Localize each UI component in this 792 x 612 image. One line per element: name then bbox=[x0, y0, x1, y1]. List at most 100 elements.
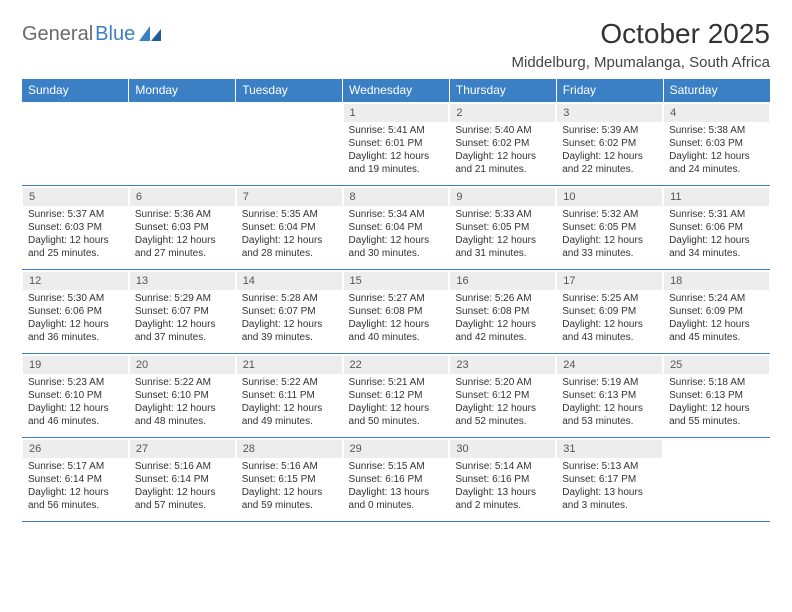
sunset-text: Sunset: 6:12 PM bbox=[349, 389, 444, 402]
sunrise-text: Sunrise: 5:29 AM bbox=[135, 292, 230, 305]
day-header: Thursday bbox=[449, 79, 556, 102]
sunset-text: Sunset: 6:11 PM bbox=[242, 389, 337, 402]
day-details: Sunrise: 5:35 AMSunset: 6:04 PMDaylight:… bbox=[236, 208, 343, 264]
day-number: 13 bbox=[130, 272, 235, 290]
sunset-text: Sunset: 6:01 PM bbox=[349, 137, 444, 150]
sunrise-text: Sunrise: 5:21 AM bbox=[349, 376, 444, 389]
day-number: 10 bbox=[557, 188, 662, 206]
day-number: 12 bbox=[23, 272, 128, 290]
sunrise-text: Sunrise: 5:25 AM bbox=[562, 292, 657, 305]
day-number: 8 bbox=[344, 188, 449, 206]
day-details: Sunrise: 5:30 AMSunset: 6:06 PMDaylight:… bbox=[22, 292, 129, 348]
day-details: Sunrise: 5:31 AMSunset: 6:06 PMDaylight:… bbox=[663, 208, 770, 264]
daylight-text: Daylight: 12 hours and 55 minutes. bbox=[669, 402, 764, 428]
sunrise-text: Sunrise: 5:23 AM bbox=[28, 376, 123, 389]
sunrise-text: Sunrise: 5:17 AM bbox=[28, 460, 123, 473]
day-number: 25 bbox=[664, 356, 769, 374]
day-cell: 26Sunrise: 5:17 AMSunset: 6:14 PMDayligh… bbox=[22, 438, 129, 522]
day-details: Sunrise: 5:19 AMSunset: 6:13 PMDaylight:… bbox=[556, 376, 663, 432]
day-cell: 24Sunrise: 5:19 AMSunset: 6:13 PMDayligh… bbox=[556, 354, 663, 438]
sunrise-text: Sunrise: 5:24 AM bbox=[669, 292, 764, 305]
day-number: 23 bbox=[450, 356, 555, 374]
sunrise-text: Sunrise: 5:35 AM bbox=[242, 208, 337, 221]
daylight-text: Daylight: 12 hours and 24 minutes. bbox=[669, 150, 764, 176]
day-details: Sunrise: 5:39 AMSunset: 6:02 PMDaylight:… bbox=[556, 124, 663, 180]
daylight-text: Daylight: 12 hours and 28 minutes. bbox=[242, 234, 337, 260]
day-header-row: Sunday Monday Tuesday Wednesday Thursday… bbox=[22, 79, 770, 102]
logo-text-gray: General bbox=[22, 23, 93, 46]
day-cell: 16 Sunrise: 5:26 AMSunset: 6:08 PMDayligh… bbox=[449, 270, 556, 354]
day-number: 16 bbox=[450, 272, 555, 290]
day-cell: 21Sunrise: 5:22 AMSunset: 6:11 PMDayligh… bbox=[236, 354, 343, 438]
week-row: 5 Sunrise: 5:37 AM Sunset: 6:03 PM Daylight… bbox=[22, 186, 770, 270]
sunrise-text: Sunrise: 5:30 AM bbox=[28, 292, 123, 305]
day-cell: 1Sunrise: 5:41 AMSunset: 6:01 PMDaylight… bbox=[343, 102, 450, 186]
day-details: Sunrise: 5:24 AMSunset: 6:09 PMDaylight:… bbox=[663, 292, 770, 348]
day-details: Sunrise: 5:15 AMSunset: 6:16 PMDaylight:… bbox=[343, 460, 450, 516]
day-cell bbox=[236, 102, 343, 186]
day-details: Sunrise: 5:27 AMSunset: 6:08 PMDaylight:… bbox=[343, 292, 450, 348]
day-number: 1 bbox=[344, 104, 449, 122]
sunset-text: Sunset: 6:12 PM bbox=[455, 389, 550, 402]
day-number: 30 bbox=[450, 440, 555, 458]
day-details: Sunrise: 5:14 AMSunset: 6:16 PMDaylight:… bbox=[449, 460, 556, 516]
sunrise-text: Sunrise: 5:28 AM bbox=[242, 292, 337, 305]
sunrise-text: Sunrise: 5:31 AM bbox=[669, 208, 764, 221]
day-cell: 20Sunrise: 5:22 AMSunset: 6:10 PMDayligh… bbox=[129, 354, 236, 438]
day-number: 26 bbox=[23, 440, 128, 458]
day-details: Sunrise: 5:40 AMSunset: 6:02 PMDaylight:… bbox=[449, 124, 556, 180]
daylight-text: Daylight: 12 hours and 31 minutes. bbox=[455, 234, 550, 260]
week-row: 1Sunrise: 5:41 AMSunset: 6:01 PMDaylight… bbox=[22, 102, 770, 186]
day-details: Sunrise: 5:29 AMSunset: 6:07 PMDaylight:… bbox=[129, 292, 236, 348]
day-details: Sunrise: 5:32 AMSunset: 6:05 PMDaylight:… bbox=[556, 208, 663, 264]
sunrise-text: Sunrise: 5:15 AM bbox=[349, 460, 444, 473]
sunset-text: Sunset: 6:16 PM bbox=[349, 473, 444, 486]
daylight-text: Daylight: 13 hours and 2 minutes. bbox=[455, 486, 550, 512]
daylight-text: Daylight: 12 hours and 37 minutes. bbox=[135, 318, 230, 344]
sunrise-text: Sunrise: 5:14 AM bbox=[455, 460, 550, 473]
day-details: Sunrise: 5:16 AMSunset: 6:15 PMDaylight:… bbox=[236, 460, 343, 516]
sunset-text: Sunset: 6:06 PM bbox=[28, 305, 123, 318]
sunrise-text: Sunrise: 5:19 AM bbox=[562, 376, 657, 389]
day-details: Sunrise: 5:28 AMSunset: 6:07 PMDaylight:… bbox=[236, 292, 343, 348]
daylight-text: Daylight: 12 hours and 19 minutes. bbox=[349, 150, 444, 176]
daylight-text: Daylight: 12 hours and 56 minutes. bbox=[28, 486, 123, 512]
day-details: Sunrise: 5:16 AMSunset: 6:14 PMDaylight:… bbox=[129, 460, 236, 516]
sunset-text: Sunset: 6:09 PM bbox=[562, 305, 657, 318]
sunrise-text: Sunrise: 5:38 AM bbox=[669, 124, 764, 137]
day-cell: 9Sunrise: 5:33 AMSunset: 6:05 PMDaylight… bbox=[449, 186, 556, 270]
sunset-text: Sunset: 6:07 PM bbox=[135, 305, 230, 318]
daylight-text: Daylight: 12 hours and 25 minutes. bbox=[28, 234, 123, 260]
logo-text-blue: Blue bbox=[95, 23, 135, 46]
day-number: 5 bbox=[23, 188, 128, 206]
day-number: 18 bbox=[664, 272, 769, 290]
day-number: 14 bbox=[237, 272, 342, 290]
day-details: Sunrise: 5:25 AMSunset: 6:09 PMDaylight:… bbox=[556, 292, 663, 348]
daylight-text: Daylight: 12 hours and 39 minutes. bbox=[242, 318, 337, 344]
sunrise-text: Sunrise: 5:36 AM bbox=[135, 208, 230, 221]
daylight-text: Daylight: 12 hours and 40 minutes. bbox=[349, 318, 444, 344]
day-details: Sunrise: 5:34 AMSunset: 6:04 PMDaylight:… bbox=[343, 208, 450, 264]
sunrise-text: Sunrise: 5:40 AM bbox=[455, 124, 550, 137]
sunset-text: Sunset: 6:03 PM bbox=[135, 221, 230, 234]
daylight-text: Daylight: 12 hours and 43 minutes. bbox=[562, 318, 657, 344]
day-cell: 25 Sunrise: 5:18 AMSunset: 6:13 PMDayligh… bbox=[663, 354, 770, 438]
day-details: Sunrise: 5:18 AMSunset: 6:13 PMDaylight:… bbox=[663, 376, 770, 432]
day-header: Wednesday bbox=[343, 79, 450, 102]
daylight-text: Daylight: 12 hours and 22 minutes. bbox=[562, 150, 657, 176]
sunset-text: Sunset: 6:14 PM bbox=[135, 473, 230, 486]
daylight-text: Daylight: 13 hours and 0 minutes. bbox=[349, 486, 444, 512]
sunset-text: Sunset: 6:15 PM bbox=[242, 473, 337, 486]
day-cell: 6Sunrise: 5:36 AMSunset: 6:03 PMDaylight… bbox=[129, 186, 236, 270]
day-cell: 8 Sunrise: 5:34 AMSunset: 6:04 PMDaylight… bbox=[343, 186, 450, 270]
day-details: Sunrise: 5:26 AMSunset: 6:08 PMDaylight:… bbox=[449, 292, 556, 348]
day-number: 2 bbox=[450, 104, 555, 122]
day-details: Sunrise: 5:20 AMSunset: 6:12 PMDaylight:… bbox=[449, 376, 556, 432]
day-number: 11 bbox=[664, 188, 769, 206]
day-cell: 30 Sunrise: 5:14 AMSunset: 6:16 PMDayligh… bbox=[449, 438, 556, 522]
sunrise-text: Sunrise: 5:37 AM bbox=[28, 208, 123, 221]
day-number: 7 bbox=[237, 188, 342, 206]
location-subtitle: Middelburg, Mpumalanga, South Africa bbox=[22, 54, 770, 71]
day-number: 27 bbox=[130, 440, 235, 458]
day-number: 9 bbox=[450, 188, 555, 206]
